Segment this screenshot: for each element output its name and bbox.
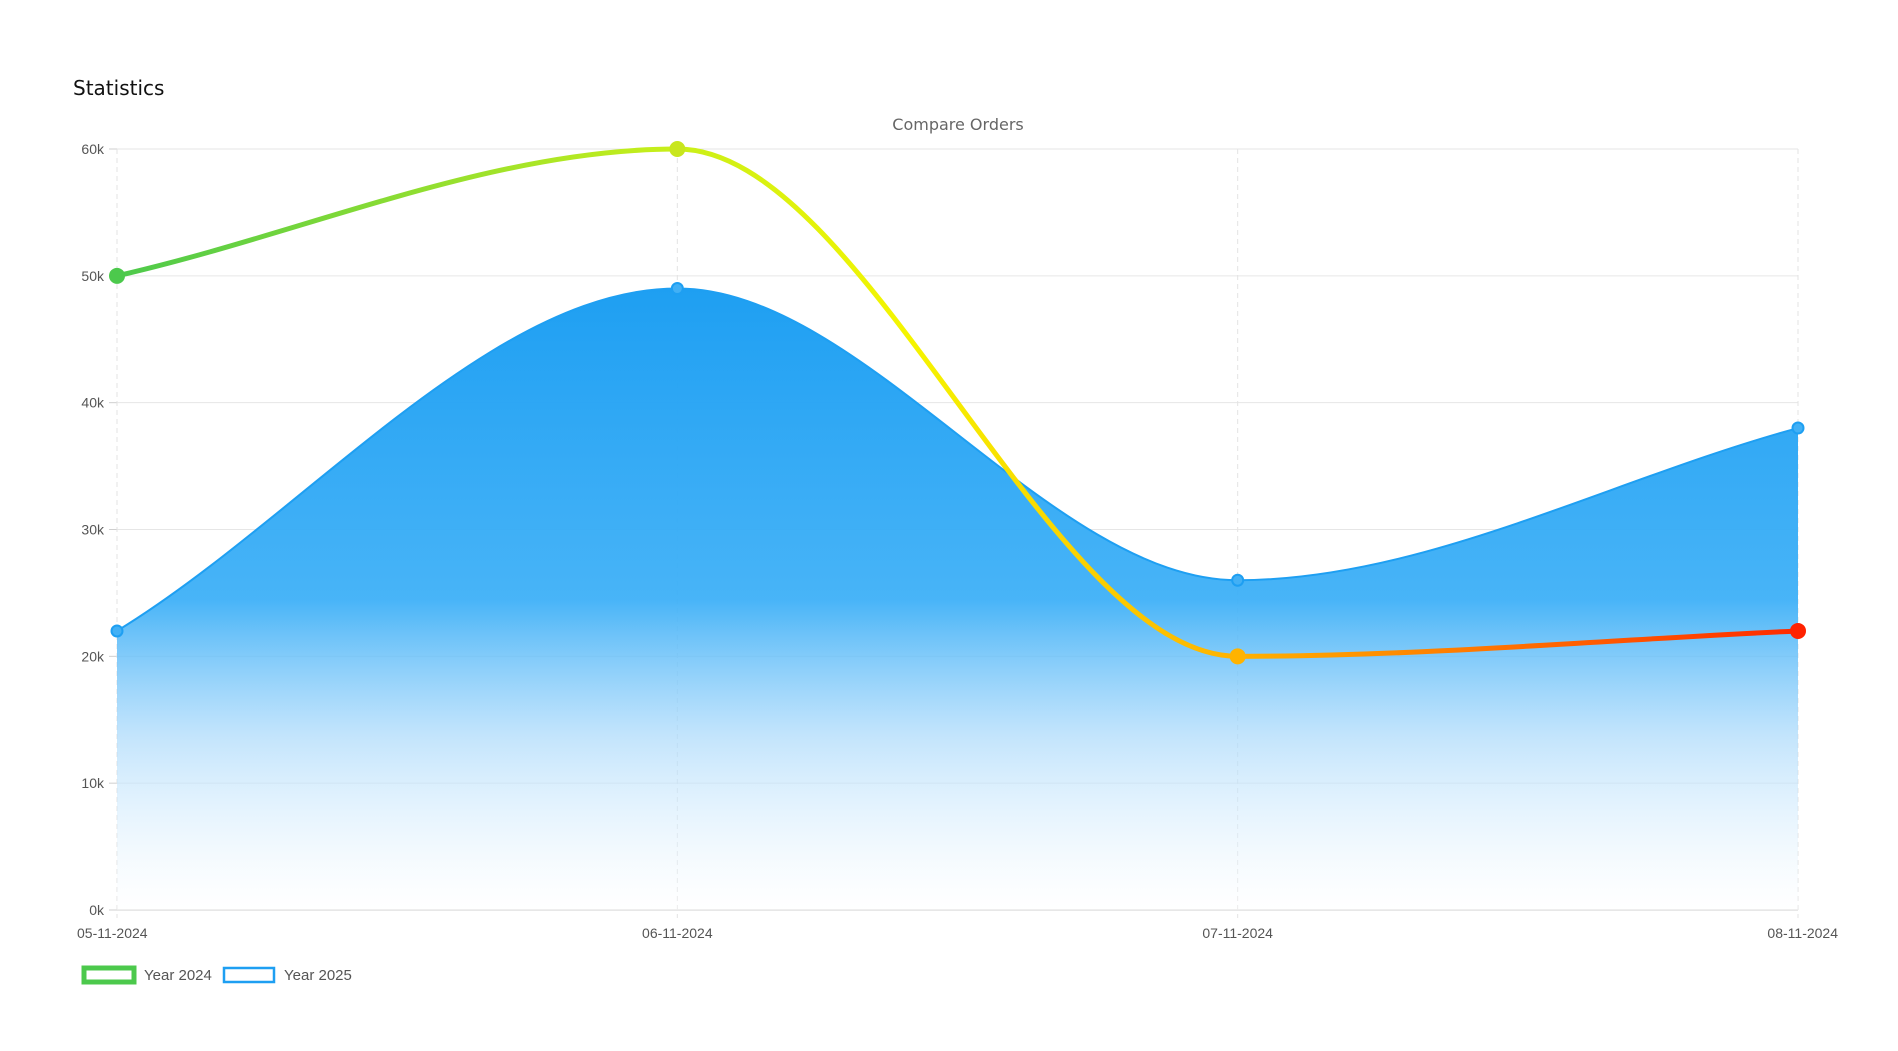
year-2025-point[interactable]: [1231, 573, 1245, 587]
x-tick-label: 07-11-2024: [1202, 925, 1273, 941]
legend-label[interactable]: Year 2025: [284, 967, 352, 984]
page-title: Statistics: [73, 76, 165, 100]
x-tick-label: 08-11-2024: [1767, 925, 1838, 941]
y-tick-label: 10k: [81, 775, 105, 791]
year-2024-point[interactable]: [1229, 648, 1246, 665]
year-2024-point[interactable]: [1790, 622, 1806, 639]
y-tick-label: 20k: [81, 648, 105, 664]
y-tick-label: 0k: [89, 902, 105, 918]
year-2024-point[interactable]: [109, 267, 125, 284]
chart-title: Compare Orders: [892, 115, 1023, 134]
x-tick-label: 05-11-2024: [77, 925, 148, 941]
year-2025-point[interactable]: [110, 624, 124, 638]
y-tick-label: 40k: [81, 395, 105, 411]
year-2025-area: [117, 288, 1798, 910]
year-2025-line: [116, 287, 1799, 632]
year-2025-point[interactable]: [1791, 421, 1805, 435]
legend-swatch[interactable]: [222, 966, 276, 984]
legend-swatch[interactable]: [81, 965, 137, 985]
legend-label[interactable]: Year 2024: [144, 967, 212, 984]
y-tick-label: 60k: [81, 141, 105, 157]
x-tick-label: 06-11-2024: [642, 925, 713, 941]
y-tick-label: 50k: [81, 268, 105, 284]
year-2025-point[interactable]: [670, 282, 684, 296]
y-tick-label: 30k: [81, 522, 105, 538]
year-2024-point[interactable]: [669, 141, 686, 157]
year-2024-line: [114, 146, 1801, 659]
